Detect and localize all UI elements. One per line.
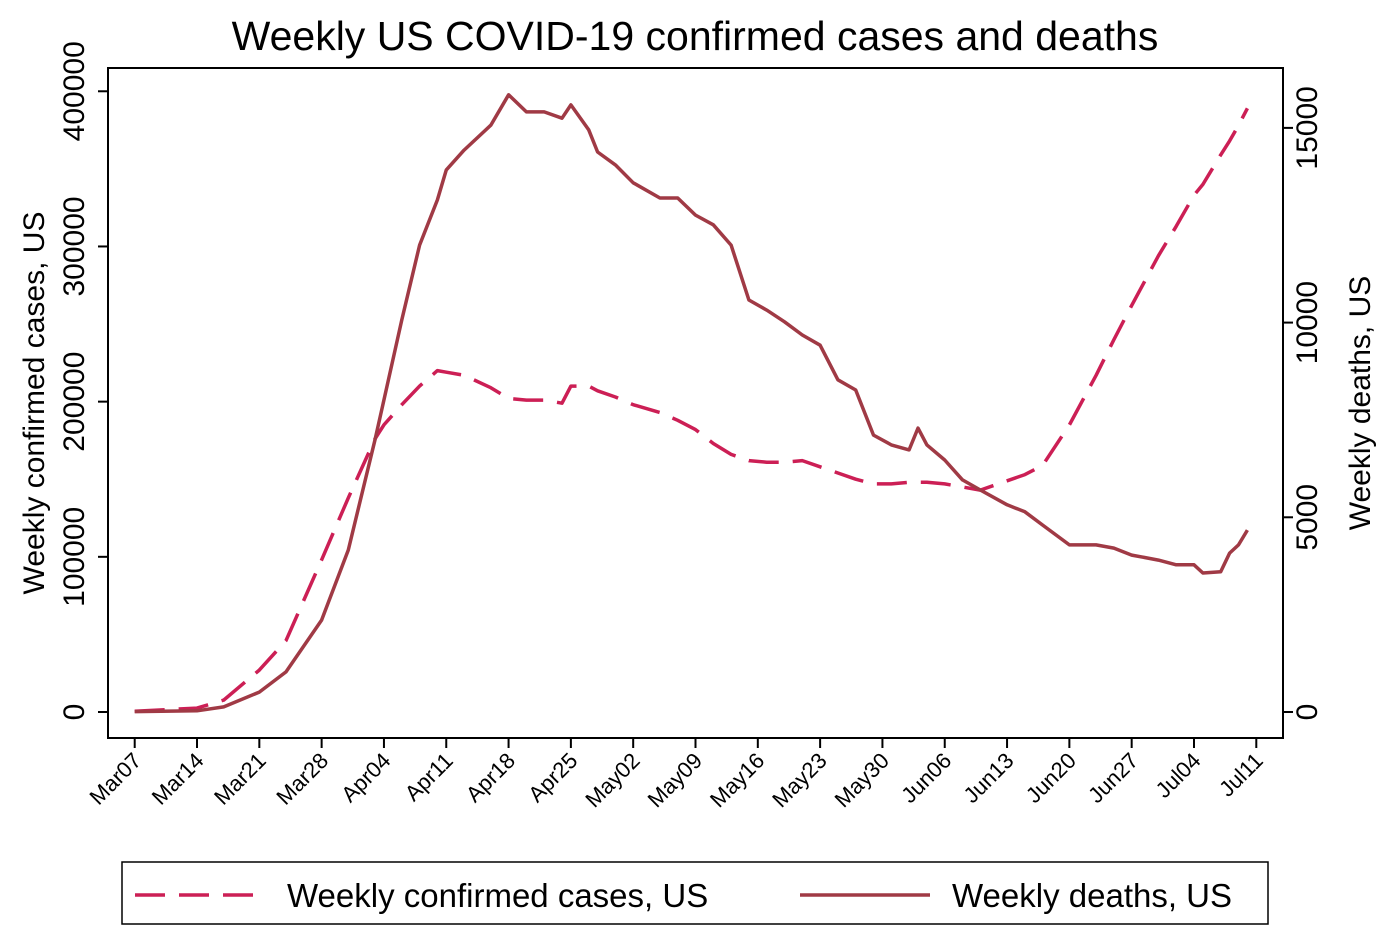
x-tick-label: Mar07 bbox=[84, 748, 146, 810]
x-tick-label: Apr18 bbox=[461, 748, 520, 807]
y-tick-label: 100000 bbox=[58, 507, 91, 607]
x-tick-label: Mar28 bbox=[271, 748, 333, 810]
y2-tick-label: 15000 bbox=[1291, 86, 1324, 169]
series-line bbox=[134, 107, 1249, 713]
legend-label: Weekly deaths, US bbox=[952, 877, 1232, 914]
x-tick-label: Jun20 bbox=[1021, 748, 1081, 808]
x-tick-label: May02 bbox=[580, 748, 644, 812]
x-tick-label: May23 bbox=[767, 748, 831, 812]
x-tick-label: Jul11 bbox=[1214, 748, 1268, 802]
x-tick-label: May30 bbox=[830, 748, 894, 812]
legend-box bbox=[121, 861, 1269, 925]
y-tick-label: 400000 bbox=[58, 41, 91, 141]
x-tick-label: Jun27 bbox=[1083, 748, 1143, 808]
x-tick-label: Jun06 bbox=[896, 748, 956, 808]
chart-title: Weekly US COVID-19 confirmed cases and d… bbox=[232, 13, 1159, 59]
x-tick-label: Mar21 bbox=[209, 748, 271, 810]
y2-tick-label: 5000 bbox=[1291, 484, 1324, 551]
x-tick-label: May09 bbox=[643, 748, 707, 812]
legend-label: Weekly confirmed cases, US bbox=[287, 877, 708, 914]
y-tick-label: 300000 bbox=[58, 196, 91, 296]
y-tick-label: 0 bbox=[58, 704, 91, 721]
plot-frame bbox=[107, 67, 1284, 739]
y-axis-label: Weekly confirmed cases, US bbox=[18, 212, 51, 595]
x-tick-label: May16 bbox=[705, 748, 769, 812]
x-tick-label: Jul04 bbox=[1151, 748, 1206, 803]
y2-tick-label: 10000 bbox=[1291, 281, 1324, 364]
x-tick-label: Apr11 bbox=[400, 748, 458, 806]
y-tick-label: 200000 bbox=[58, 352, 91, 452]
x-tick-label: Jun13 bbox=[959, 748, 1019, 808]
x-tick-label: Mar14 bbox=[147, 748, 209, 810]
x-tick-label: Apr04 bbox=[336, 748, 395, 807]
series-line bbox=[134, 93, 1249, 714]
y2-axis-label: Weekly deaths, US bbox=[1344, 276, 1377, 531]
x-tick-label: Apr25 bbox=[523, 748, 582, 807]
y2-tick-label: 0 bbox=[1291, 704, 1324, 721]
